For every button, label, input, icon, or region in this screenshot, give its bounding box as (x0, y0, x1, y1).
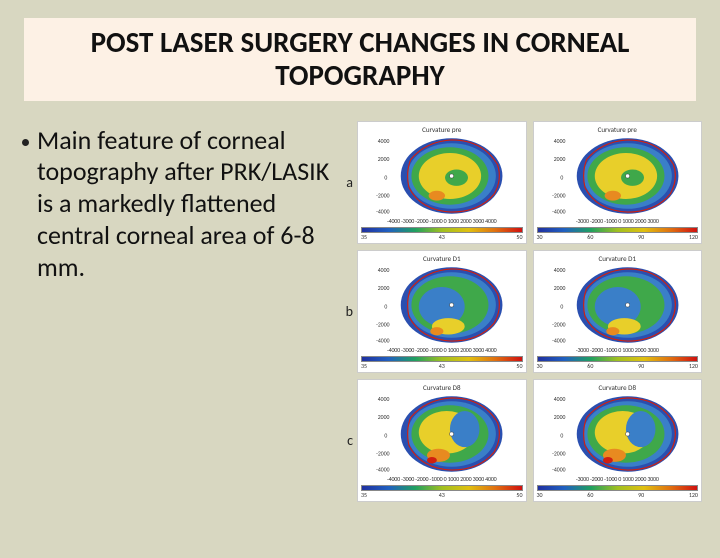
svg-text:-4000: -4000 (376, 466, 389, 473)
x-axis-ticks: -4000 -3000 -2000 -1000 0 1000 2000 3000… (387, 475, 497, 483)
svg-text:4000: 4000 (553, 267, 565, 274)
svg-text:2000: 2000 (378, 285, 390, 292)
svg-text:-2000: -2000 (552, 192, 565, 199)
row-label: b (339, 303, 353, 320)
title-container: POST LASER SURGERY CHANGES IN CORNEAL TO… (24, 18, 696, 101)
colorbar-labels: 306090120 (537, 362, 699, 370)
colorbar-labels: 306090120 (537, 491, 699, 499)
svg-text:4000: 4000 (378, 267, 390, 274)
svg-text:0: 0 (560, 174, 563, 181)
panel-title: Curvature D8 (423, 383, 461, 392)
panel-title: Curvature pre (598, 125, 637, 134)
topography-map-icon: 4000 2000 0 -2000 -4000 (537, 264, 699, 346)
figure-row: a Curvature pre 4000 2000 0 -2000 -4000 … (339, 121, 702, 244)
x-axis-ticks: -3000 -2000 -1000 0 1000 2000 3000 (576, 346, 659, 354)
x-axis-ticks: -4000 -3000 -2000 -1000 0 1000 2000 3000… (387, 346, 497, 354)
topography-map-icon: 4000 2000 0 -2000 -4000 (361, 264, 523, 346)
text-column: Main feature of corneal topography after… (18, 119, 333, 502)
x-axis-ticks: -4000 -3000 -2000 -1000 0 1000 2000 3000… (387, 217, 497, 225)
colorbar-labels: 354350 (361, 362, 523, 370)
svg-text:2000: 2000 (378, 156, 390, 163)
svg-text:-4000: -4000 (552, 208, 565, 215)
figure-row: b Curvature D1 4000 2000 0 -2000 -4000 -… (339, 250, 702, 373)
svg-text:0: 0 (384, 303, 387, 310)
svg-text:4000: 4000 (553, 138, 565, 145)
bullet-item: Main feature of corneal topography after… (18, 125, 333, 284)
row-label: a (339, 174, 353, 191)
svg-text:4000: 4000 (378, 138, 390, 145)
colorbar-labels: 354350 (361, 491, 523, 499)
svg-text:2000: 2000 (378, 414, 390, 421)
figure-row: c Curvature D8 4000 2000 0 -2000 -4000 -… (339, 379, 702, 502)
bullet-text: Main feature of corneal topography after… (37, 125, 333, 284)
map-panel: Curvature D8 4000 2000 0 -2000 -4000 -30… (533, 379, 703, 502)
svg-text:2000: 2000 (553, 156, 565, 163)
svg-text:2000: 2000 (553, 285, 565, 292)
svg-text:-4000: -4000 (376, 208, 389, 215)
svg-text:0: 0 (384, 174, 387, 181)
svg-text:-2000: -2000 (552, 450, 565, 457)
topography-map-icon: 4000 2000 0 -2000 -4000 (537, 135, 699, 217)
row-label: c (339, 432, 353, 449)
map-pair: Curvature D1 4000 2000 0 -2000 -4000 -40… (357, 250, 702, 373)
panel-title: Curvature D8 (598, 383, 636, 392)
map-pair: Curvature pre 4000 2000 0 -2000 -4000 -4… (357, 121, 702, 244)
svg-text:4000: 4000 (378, 396, 390, 403)
content-row: Main feature of corneal topography after… (0, 109, 720, 502)
topography-map-icon: 4000 2000 0 -2000 -4000 (537, 393, 699, 475)
svg-text:2000: 2000 (553, 414, 565, 421)
svg-text:-4000: -4000 (376, 337, 389, 344)
svg-text:4000: 4000 (553, 396, 565, 403)
svg-text:0: 0 (384, 432, 387, 439)
map-panel: Curvature D1 4000 2000 0 -2000 -4000 -30… (533, 250, 703, 373)
x-axis-ticks: -3000 -2000 -1000 0 1000 2000 3000 (576, 217, 659, 225)
map-pair: Curvature D8 4000 2000 0 -2000 -4000 -40… (357, 379, 702, 502)
panel-title: Curvature pre (422, 125, 461, 134)
topography-map-icon: 4000 2000 0 -2000 -4000 (361, 393, 523, 475)
svg-text:-4000: -4000 (552, 466, 565, 473)
x-axis-ticks: -3000 -2000 -1000 0 1000 2000 3000 (576, 475, 659, 483)
bullet-dot-icon (22, 139, 29, 146)
map-panel: Curvature pre 4000 2000 0 -2000 -4000 -4… (357, 121, 527, 244)
svg-text:-2000: -2000 (552, 321, 565, 328)
topography-map-icon: 4000 2000 0 -2000 -4000 (361, 135, 523, 217)
svg-text:0: 0 (560, 303, 563, 310)
figure-column: a Curvature pre 4000 2000 0 -2000 -4000 … (339, 119, 702, 502)
map-panel: Curvature pre 4000 2000 0 -2000 -4000 -3… (533, 121, 703, 244)
svg-text:0: 0 (560, 432, 563, 439)
svg-text:-2000: -2000 (376, 321, 389, 328)
map-panel: Curvature D1 4000 2000 0 -2000 -4000 -40… (357, 250, 527, 373)
colorbar-labels: 306090120 (537, 233, 699, 241)
svg-text:-4000: -4000 (552, 337, 565, 344)
map-panel: Curvature D8 4000 2000 0 -2000 -4000 -40… (357, 379, 527, 502)
panel-title: Curvature D1 (423, 254, 461, 263)
colorbar-labels: 354350 (361, 233, 523, 241)
svg-text:-2000: -2000 (376, 192, 389, 199)
panel-title: Curvature D1 (598, 254, 636, 263)
page-title: POST LASER SURGERY CHANGES IN CORNEAL TO… (36, 26, 684, 93)
svg-text:-2000: -2000 (376, 450, 389, 457)
